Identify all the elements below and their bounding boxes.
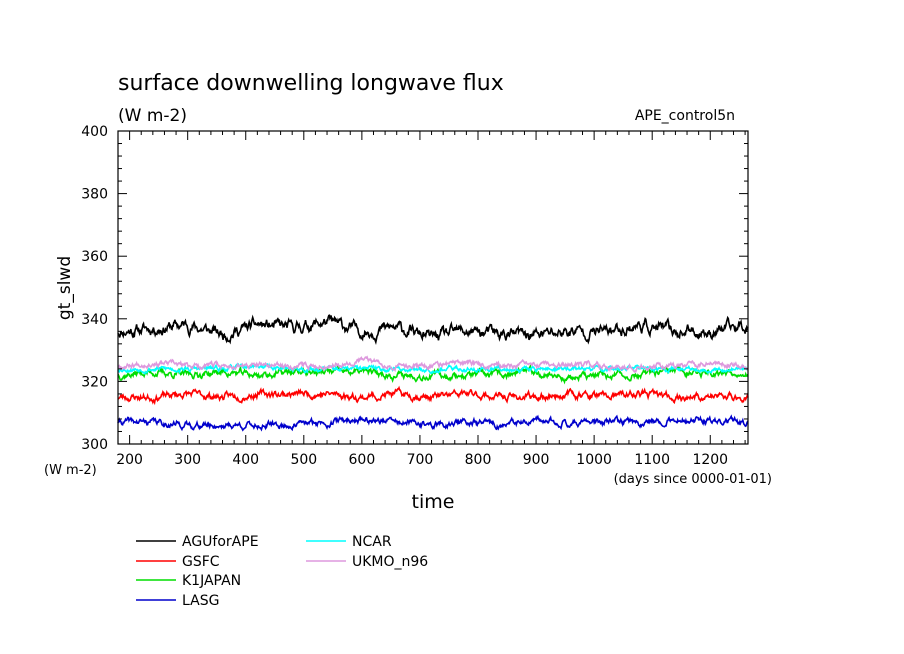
legend-label: GSFC — [182, 554, 220, 570]
y-axis-label: gt_slwd — [55, 256, 75, 320]
series-line-ukmo-n96 — [117, 355, 749, 374]
x-tick-label: 800 — [465, 452, 492, 468]
x-tick-label: 700 — [407, 452, 434, 468]
legend-label: AGUforAPE — [182, 534, 259, 550]
legend-label: UKMO_n96 — [352, 554, 428, 570]
x-tick-label: 300 — [174, 452, 201, 468]
legend: AGUforAPE GSFC K1JAPAN LASG NCAR UKMO_n96 — [136, 534, 428, 609]
axis-ticks: 200 300 400 500 600 700 800 900 1000 1100 1200 300 3… — [81, 124, 748, 468]
x-units-label: (days since 0000-01-01) — [614, 472, 772, 487]
series-line-gsfc — [117, 385, 749, 406]
x-axis-label: time — [412, 491, 455, 513]
series-line-lasg — [117, 414, 749, 432]
chart-units: (W m-2) — [118, 106, 187, 126]
legend-label: LASG — [182, 593, 219, 609]
y-tick-label: 400 — [81, 124, 108, 140]
series-line-aguforape — [117, 314, 749, 345]
x-tick-label: 1000 — [576, 452, 612, 468]
x-tick-label: 400 — [232, 452, 259, 468]
x-tick-label: 200 — [116, 452, 143, 468]
y-tick-label: 300 — [81, 437, 108, 453]
x-tick-label: 1100 — [634, 452, 670, 468]
legend-label: NCAR — [352, 534, 392, 550]
x-tick-label: 1200 — [692, 452, 728, 468]
x-tick-label: 900 — [523, 452, 550, 468]
y-tick-label: 380 — [81, 187, 108, 203]
y-tick-label: 320 — [81, 374, 108, 390]
x-tick-label: 500 — [290, 452, 317, 468]
y-tick-label: 340 — [81, 312, 108, 328]
y-tick-label: 360 — [81, 249, 108, 265]
run-label: APE_control5n — [635, 108, 735, 124]
series-layer — [117, 314, 749, 432]
chart-title: surface downwelling longwave flux — [118, 71, 504, 96]
y-units-label: (W m-2) — [44, 463, 97, 478]
plot-frame — [117, 130, 749, 445]
legend-label: K1JAPAN — [182, 573, 241, 589]
x-tick-label: 600 — [349, 452, 376, 468]
